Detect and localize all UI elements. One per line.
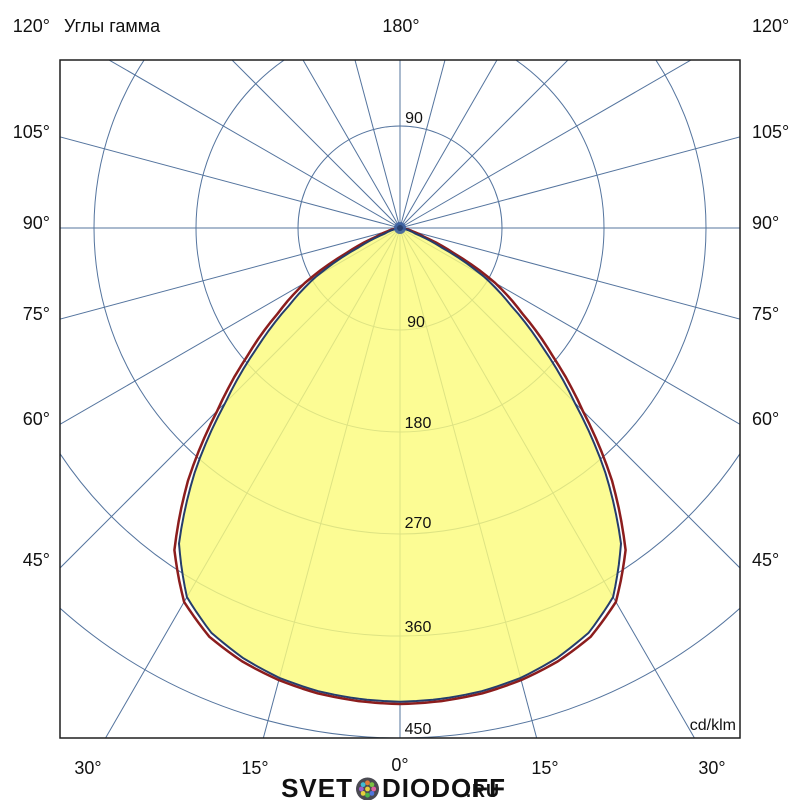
watermark: SVET DIODOFF .RU — [281, 773, 506, 800]
gamma-ray-255 — [60, 136, 401, 229]
watermark-text-ru: .RU — [466, 781, 500, 800]
left-angle-label-75: 75° — [23, 304, 50, 324]
gamma-ray-195 — [354, 60, 401, 229]
ring-value-label-90: 90 — [407, 314, 425, 331]
logo-dot — [371, 786, 377, 792]
right-angle-label-60: 60° — [752, 409, 779, 429]
bottom-angle-label-30-right: 30° — [698, 758, 725, 778]
bottom-angle-label-30-left: 30° — [74, 758, 101, 778]
intensity-curve-blue — [178, 227, 622, 703]
ring-value-label-360: 360 — [405, 619, 432, 636]
logo-dot — [358, 786, 364, 792]
gamma-ray-285 — [60, 227, 401, 320]
logo-dot — [360, 790, 366, 796]
left-angle-label-60: 60° — [23, 409, 50, 429]
corner-angle-label-top-left: 120° — [13, 16, 50, 36]
ring-value-label-450: 450 — [405, 721, 432, 738]
ring-value-label-270: 270 — [405, 515, 432, 532]
watermark-text-svet: SVET — [281, 773, 353, 800]
units-label: cd/klm — [690, 717, 736, 734]
gamma-ray-135 — [399, 60, 569, 229]
logo-dot — [369, 790, 375, 796]
ring-value-label-90-upper: 90 — [405, 110, 423, 127]
gamma-ray-105 — [399, 136, 740, 229]
right-angle-label-75: 75° — [752, 304, 779, 324]
gamma-ray-165 — [399, 60, 446, 229]
logo-dot — [365, 792, 370, 798]
corner-angle-label-top-right: 120° — [752, 16, 789, 36]
watermark-text-diodoff: DIODOFF — [382, 773, 506, 800]
logo-dot — [369, 782, 375, 788]
chart-title: Углы гамма — [64, 16, 161, 36]
apex-point-core — [397, 225, 403, 231]
gamma-ray-240 — [108, 60, 401, 229]
left-angle-label-90: 90° — [23, 213, 50, 233]
logo-dot-center — [365, 786, 370, 792]
gamma-ray-150 — [399, 60, 498, 229]
watermark-dots-logo-icon — [356, 777, 379, 800]
logo-dot — [360, 782, 366, 788]
gamma-ray-60 — [399, 227, 740, 425]
right-angle-label-45: 45° — [752, 550, 779, 570]
gamma-ray-75 — [399, 227, 740, 320]
top-angle-label-180: 180° — [382, 16, 419, 36]
gamma-ray-225 — [231, 60, 401, 229]
left-angle-label-105: 105° — [13, 122, 50, 142]
plot-frame — [59, 59, 741, 739]
ring-value-label-180: 180 — [405, 415, 432, 432]
bottom-angle-label-0: 0° — [391, 755, 408, 775]
bottom-angle-label-15-right: 15° — [531, 758, 558, 778]
gamma-ray-300 — [60, 227, 401, 425]
left-angle-label-45: 45° — [23, 550, 50, 570]
intensity-curve-red — [173, 226, 627, 706]
gamma-ray-210 — [302, 60, 401, 229]
gamma-ray-120 — [399, 60, 692, 229]
logo-dot — [365, 780, 370, 786]
bottom-angle-label-15-left: 15° — [241, 758, 268, 778]
right-angle-label-90: 90° — [752, 213, 779, 233]
right-angle-label-105: 105° — [752, 122, 789, 142]
